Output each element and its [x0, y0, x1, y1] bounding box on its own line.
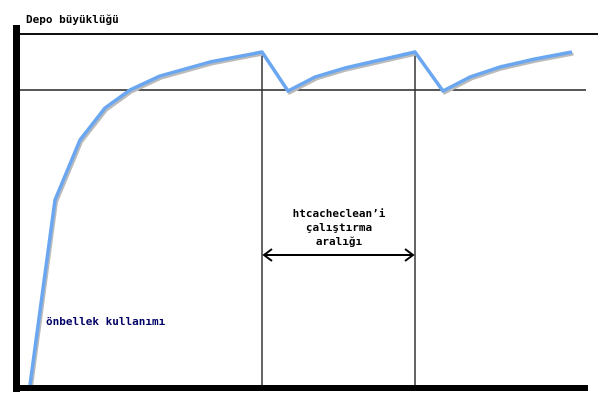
y-axis — [13, 25, 20, 392]
cache-usage-curve — [28, 50, 573, 386]
y-axis-label: Depo büyüklüğü — [26, 13, 119, 26]
interval-label-line-2: çalıştırma — [306, 221, 372, 234]
curve-label: önbellek kullanımı — [46, 315, 166, 328]
interval-label-line-1: htcacheclean’i — [293, 207, 386, 220]
cache-usage-shadow — [30, 52, 574, 388]
interval-arrow — [262, 248, 415, 262]
interval-label-line-3: aralığı — [316, 235, 363, 248]
x-axis — [13, 385, 588, 391]
